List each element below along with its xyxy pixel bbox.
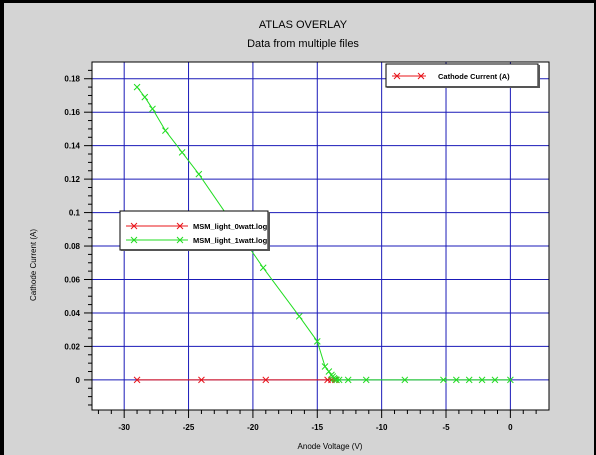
data-point xyxy=(262,376,270,384)
data-point xyxy=(149,105,156,113)
data-point xyxy=(178,148,186,156)
data-point xyxy=(452,376,460,384)
y-tick-label: 0.14 xyxy=(64,142,80,151)
data-point xyxy=(325,368,333,375)
data-point xyxy=(465,376,473,384)
x-tick-label: -30 xyxy=(118,423,130,432)
y-tick-label: 0 xyxy=(76,376,81,385)
top-legend: Cathode Current (A) xyxy=(385,63,540,88)
data-point xyxy=(344,376,352,384)
top-legend-markers xyxy=(393,72,425,80)
series-layer xyxy=(133,83,514,384)
series-1 xyxy=(133,83,514,384)
y-tick-label: 0.16 xyxy=(64,108,80,117)
y-tick-label: 0.08 xyxy=(64,242,80,251)
data-point xyxy=(198,376,205,384)
legend-label-1watt: MSM_light_1watt.log xyxy=(193,236,268,245)
data-point xyxy=(478,376,486,384)
data-point xyxy=(195,170,203,178)
plot-border xyxy=(91,61,550,411)
data-point xyxy=(321,363,329,370)
data-point xyxy=(440,376,447,384)
legend-marker xyxy=(176,236,184,244)
legend-marker xyxy=(393,72,401,80)
data-point xyxy=(362,376,370,384)
legend-marker xyxy=(130,236,138,244)
data-point xyxy=(491,376,499,384)
legend-markers-1watt xyxy=(130,236,184,244)
data-point xyxy=(507,376,514,384)
data-point xyxy=(401,376,409,384)
data-point xyxy=(313,338,321,345)
grid-lines xyxy=(92,62,549,410)
legend-markers-0watt xyxy=(130,222,184,230)
x-tick-label: -20 xyxy=(247,423,259,432)
y-axis-label: Cathode Current (A) xyxy=(29,229,38,301)
y-tick-label: 0.1 xyxy=(69,209,81,218)
x-tick-label: -25 xyxy=(183,423,195,432)
y-tick-label: 0.18 xyxy=(64,75,80,84)
top-legend-label: Cathode Current (A) xyxy=(438,72,510,81)
x-axis-label: Anode Voltage (V) xyxy=(298,442,363,451)
data-point xyxy=(333,376,340,384)
series-legend: MSM_light_0watt.log MSM_light_1watt.log xyxy=(119,210,270,251)
x-tick-label: -15 xyxy=(312,423,324,432)
y-tick-label: 0.06 xyxy=(64,276,80,285)
data-point xyxy=(141,93,149,101)
legend-label-0watt: MSM_light_0watt.log xyxy=(193,222,268,231)
axes: -30 -25 -20 -15 -10 -5 0 0 0.02 0.04 0.06 0.08 0.1 0.… xyxy=(64,61,550,432)
x-tick-label: -10 xyxy=(376,423,388,432)
chart-subtitle: Data from multiple files xyxy=(247,38,359,50)
y-tick-label: 0.04 xyxy=(64,309,80,318)
legend-marker xyxy=(417,72,425,80)
data-point xyxy=(162,127,169,134)
legend-marker xyxy=(130,222,138,230)
x-tick-label: -5 xyxy=(442,423,450,432)
x-tick-label: 0 xyxy=(508,423,513,432)
legend-marker xyxy=(176,222,184,230)
data-point xyxy=(259,264,267,272)
data-point xyxy=(133,376,141,384)
chart-title: ATLAS OVERLAY xyxy=(259,19,348,31)
data-point xyxy=(335,376,343,384)
data-point xyxy=(295,312,303,320)
y-tick-label: 0.12 xyxy=(64,175,80,184)
data-point xyxy=(133,83,141,91)
y-tick-label: 0.02 xyxy=(64,342,80,351)
